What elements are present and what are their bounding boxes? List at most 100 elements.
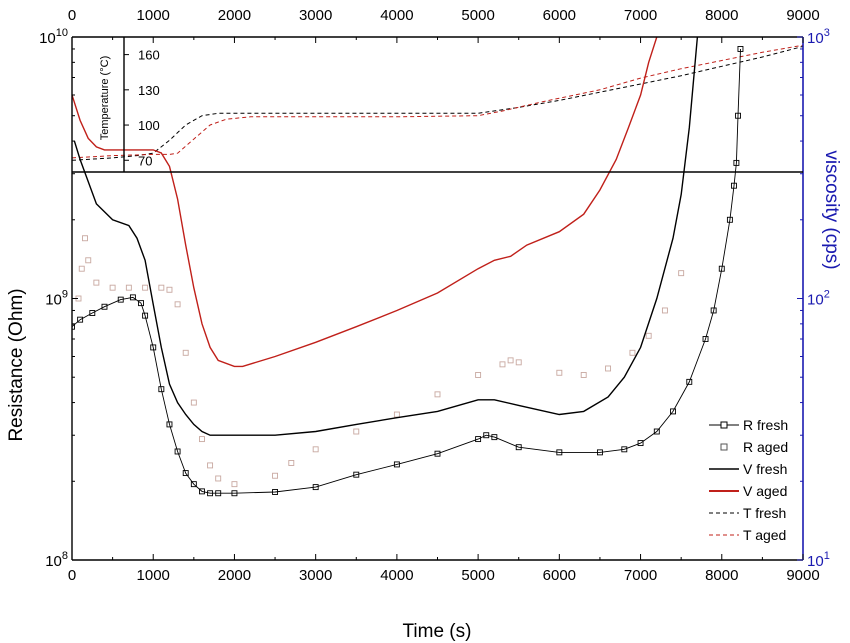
- data-point-r-fresh: [686, 378, 693, 385]
- data-point-r-aged: [605, 365, 612, 372]
- x-tick-label-top: 4000: [380, 7, 413, 24]
- legend-item: R aged: [720, 439, 788, 455]
- data-point-r-fresh: [129, 294, 136, 301]
- legend-item: T aged: [709, 527, 786, 543]
- data-point-r-aged: [199, 436, 205, 443]
- x-tick-label-bottom: 6000: [543, 567, 576, 584]
- legend-item: V aged: [709, 483, 787, 499]
- series-line-v-aged: [72, 37, 658, 368]
- x-tick-label-bottom: 3000: [299, 567, 332, 584]
- y2-tick-label: 101: [807, 550, 830, 570]
- data-point-r-aged: [272, 472, 279, 479]
- data-point-r-aged: [629, 349, 636, 356]
- x-tick-label-top: 6000: [543, 7, 576, 24]
- data-point-r-fresh: [653, 428, 660, 435]
- data-point-r-fresh: [312, 484, 319, 491]
- y2-tick-label: 103: [807, 27, 830, 47]
- data-point-r-fresh: [199, 488, 205, 495]
- data-point-r-fresh: [207, 490, 214, 497]
- data-point-r-aged: [166, 286, 173, 293]
- y2-axis-title: viscosity (cps): [821, 150, 842, 269]
- data-point-r-aged: [353, 428, 360, 435]
- data-point-r-fresh: [735, 112, 741, 119]
- data-point-r-fresh: [710, 307, 717, 314]
- temperature-series-layer: [72, 44, 803, 161]
- inset-tick-label: 130: [138, 83, 160, 98]
- y-axis-title: Resistance (Ohm): [6, 288, 27, 441]
- series-v-fresh: [73, 37, 699, 436]
- x-tick-label-bottom: 5000: [461, 567, 494, 584]
- data-point-r-fresh: [77, 316, 84, 323]
- x-tick-label-bottom: 7000: [624, 567, 657, 584]
- data-point-r-fresh: [353, 471, 360, 478]
- data-point-r-aged: [434, 391, 441, 398]
- y2-tick-label: 102: [807, 289, 830, 309]
- data-point-r-fresh: [737, 46, 744, 52]
- data-point-r-fresh: [215, 490, 222, 497]
- legend-label: T fresh: [743, 505, 786, 521]
- x-tick-label-top: 0: [68, 7, 76, 24]
- data-point-r-aged: [645, 332, 652, 339]
- data-point-r-fresh: [733, 159, 740, 166]
- axes-layer: 0 0 1000 1000 2000 2000 3000 3000 4000 4000 5000 50…: [39, 7, 830, 584]
- data-point-r-fresh: [726, 216, 733, 223]
- data-point-r-fresh: [670, 408, 676, 415]
- data-point-r-aged: [190, 399, 197, 406]
- series-line-v-fresh: [73, 37, 699, 436]
- x-tick-label-top: 9000: [786, 7, 819, 24]
- data-point-r-aged: [499, 361, 506, 368]
- data-point-r-fresh: [166, 421, 173, 428]
- inset-axis-title: Temperature (°C): [99, 56, 111, 140]
- data-point-r-aged: [661, 307, 668, 314]
- data-point-r-aged: [580, 372, 587, 378]
- inset-tick-label: 70: [138, 153, 152, 168]
- data-point-r-aged: [85, 257, 92, 264]
- data-point-r-aged: [215, 475, 222, 482]
- data-point-r-fresh: [138, 300, 144, 307]
- x-tick-label-top: 1000: [137, 7, 170, 24]
- series-t-aged: [72, 44, 803, 159]
- x-tick-label-top: 3000: [299, 7, 332, 24]
- data-point-r-fresh: [731, 182, 737, 189]
- data-point-r-aged: [393, 411, 400, 418]
- data-point-r-fresh: [101, 303, 108, 310]
- data-point-r-aged: [78, 265, 85, 272]
- data-point-r-aged: [312, 446, 319, 453]
- x-tick-label-top: 5000: [461, 7, 494, 24]
- data-point-r-aged: [182, 349, 189, 356]
- series-r-aged: [75, 235, 685, 488]
- series-line-t-aged: [72, 44, 803, 159]
- x-tick-label-bottom: 2000: [218, 567, 251, 584]
- x-tick-label-bottom: 1000: [137, 567, 170, 584]
- data-point-r-fresh: [702, 336, 709, 342]
- series-v-aged: [72, 37, 658, 368]
- data-point-r-fresh: [231, 490, 238, 497]
- data-point-r-fresh: [483, 432, 490, 439]
- data-point-r-fresh: [475, 436, 482, 443]
- x-tick-label-bottom: 4000: [380, 567, 413, 584]
- series-r-fresh: [72, 46, 744, 497]
- data-point-r-aged: [556, 369, 563, 376]
- legend-swatch-marker: [720, 421, 728, 429]
- legend-label: R fresh: [743, 417, 788, 433]
- labels-layer: Time (s) Resistance (Ohm) viscosity (cps…: [6, 56, 842, 642]
- legend-item: V fresh: [709, 461, 787, 477]
- data-point-r-fresh: [434, 450, 441, 457]
- inset-tick-label: 160: [138, 48, 160, 63]
- legend-item: R fresh: [709, 417, 788, 433]
- data-point-r-aged: [158, 284, 165, 291]
- data-point-r-aged: [678, 270, 685, 277]
- x-tick-label-bottom: 8000: [705, 567, 738, 584]
- data-point-r-fresh: [272, 489, 279, 495]
- data-point-r-fresh: [621, 446, 628, 453]
- legend-swatch-marker: [720, 443, 728, 451]
- data-point-r-fresh: [596, 449, 603, 456]
- legend-label: R aged: [743, 439, 788, 455]
- data-point-r-aged: [288, 460, 295, 466]
- data-point-r-fresh: [150, 344, 157, 351]
- legend-label: V fresh: [743, 461, 787, 477]
- data-point-r-aged: [174, 301, 181, 308]
- x-axis-title: Time (s): [403, 621, 472, 642]
- data-point-r-fresh: [556, 449, 563, 456]
